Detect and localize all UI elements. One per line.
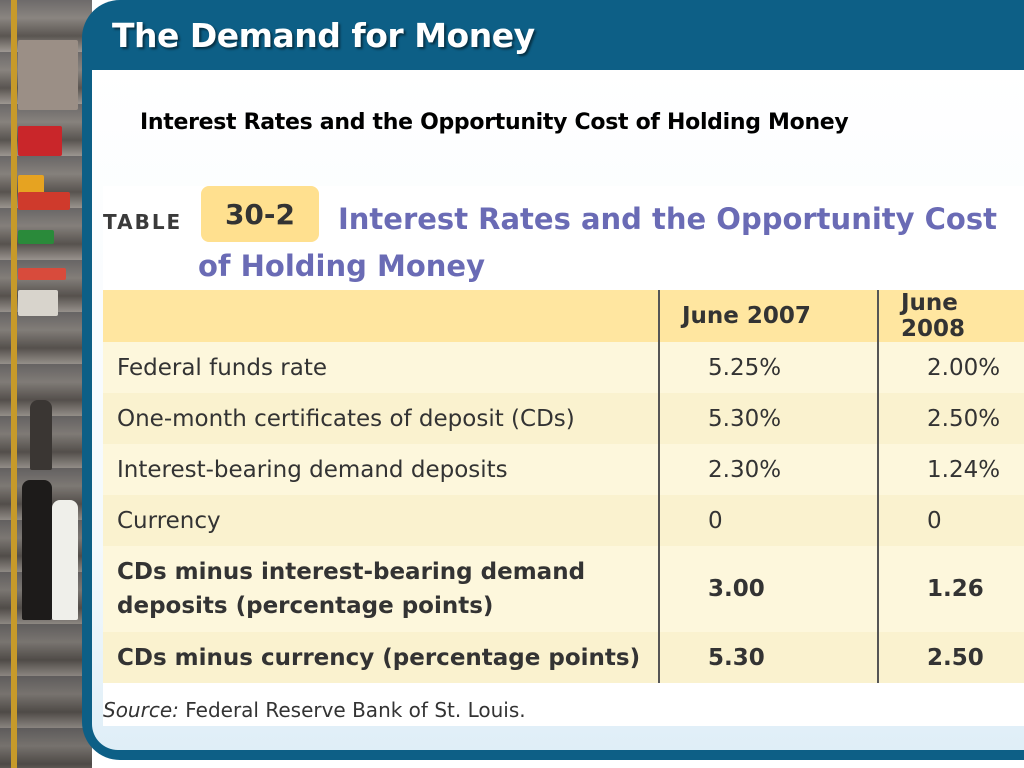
source-label: Source: <box>103 698 179 722</box>
row-label: CDs minus interest-bearing demand deposi… <box>117 559 586 619</box>
shop-sign <box>18 268 66 280</box>
header-row: June 2007 June 2008 <box>103 290 1024 342</box>
cell-june-2008: 0 <box>877 495 1024 546</box>
table-row: One-month certificates of deposit (CDs) … <box>103 393 1024 444</box>
table-figure: TABLE 30-2 Interest Rates and the Opport… <box>103 186 1024 726</box>
pedestrian <box>30 400 52 470</box>
row-label: One-month certificates of deposit (CDs) <box>117 405 575 432</box>
table-row: Federal funds rate 5.25% 2.00% <box>103 342 1024 393</box>
shop-sign <box>18 192 70 210</box>
building-shape <box>18 40 78 110</box>
pedestrian <box>52 500 78 620</box>
table-row: Interest-bearing demand deposits 2.30% 1… <box>103 444 1024 495</box>
table-heading: Interest Rates and the Opportunity Cost … <box>198 202 997 283</box>
cell-june-2007: 5.30% <box>658 393 878 444</box>
cell-june-2008: 1.24% <box>877 444 1024 495</box>
pedestrian <box>22 480 52 620</box>
column-header: June 2007 <box>658 290 878 342</box>
column-header: June 2008 <box>877 290 1024 342</box>
data-table: June 2007 June 2008 Federal funds rate 5… <box>103 290 1024 683</box>
shop-sign <box>18 175 44 197</box>
row-label: Currency <box>117 507 221 534</box>
row-label: Interest-bearing demand deposits <box>117 456 508 483</box>
slide-subtitle: Interest Rates and the Opportunity Cost … <box>140 110 849 135</box>
table-row: Currency 0 0 <box>103 495 1024 546</box>
source-note: Source: Federal Reserve Bank of St. Loui… <box>103 698 526 722</box>
cell-june-2007: 2.30% <box>658 444 878 495</box>
cell-june-2007: 3.00 <box>658 546 878 632</box>
slide-title: The Demand for Money <box>112 16 535 55</box>
source-text: Federal Reserve Bank of St. Louis. <box>185 698 526 722</box>
row-label: Federal funds rate <box>117 354 327 381</box>
table-row: CDs minus interest-bearing demand deposi… <box>103 546 1024 632</box>
column-header <box>103 290 659 342</box>
cell-june-2007: 5.25% <box>658 342 878 393</box>
cell-june-2007: 0 <box>658 495 878 546</box>
cell-june-2007: 5.30 <box>658 632 878 683</box>
shop-sign <box>18 126 62 156</box>
cell-june-2008: 1.26 <box>877 546 1024 632</box>
cell-june-2008: 2.00% <box>877 342 1024 393</box>
shop-sign <box>18 230 54 244</box>
table-row: CDs minus currency (percentage points) 5… <box>103 632 1024 683</box>
bus-shape <box>18 290 58 316</box>
cell-june-2008: 2.50 <box>877 632 1024 683</box>
cell-june-2008: 2.50% <box>877 393 1024 444</box>
table-label: TABLE <box>103 210 183 234</box>
decorative-stripe <box>11 0 17 768</box>
row-label: CDs minus currency (percentage points) <box>117 644 641 671</box>
table-number: 30-2 <box>201 186 319 242</box>
